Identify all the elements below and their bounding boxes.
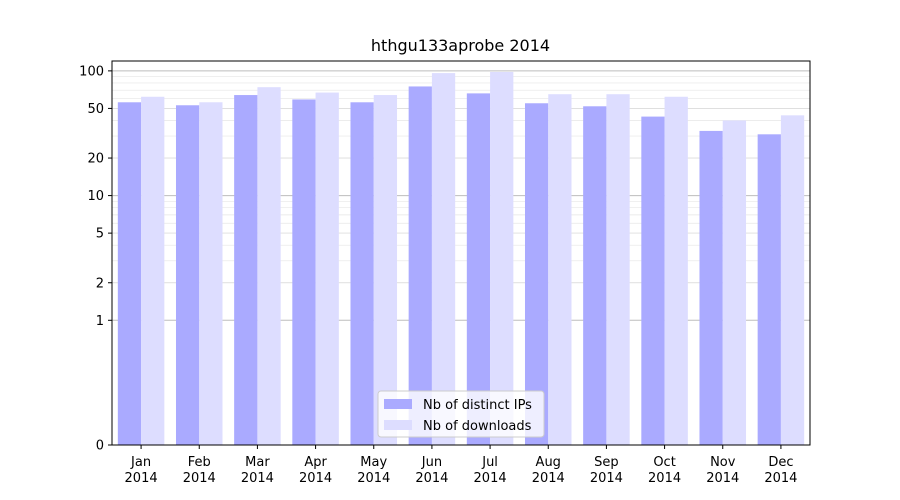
legend-label-distinct-ips: Nb of distinct IPs bbox=[423, 398, 532, 413]
bar-distinct-ips bbox=[292, 99, 316, 446]
bar-downloads bbox=[490, 71, 514, 446]
x-tick-label: May 2014 bbox=[357, 455, 390, 486]
bar-downloads bbox=[199, 102, 223, 446]
x-tick-label: Dec 2014 bbox=[764, 455, 797, 486]
y-tick-label: 0 bbox=[96, 439, 104, 454]
x-tick-label: Mar 2014 bbox=[241, 455, 274, 486]
y-tick-label: 1 bbox=[96, 314, 104, 329]
x-tick-label: Jul 2014 bbox=[474, 455, 507, 486]
legend-swatch-distinct-ips bbox=[384, 399, 412, 409]
x-tick-label: Nov 2014 bbox=[706, 455, 739, 486]
legend-box bbox=[377, 390, 545, 438]
bar-distinct-ips bbox=[757, 134, 781, 445]
y-tick-label: 20 bbox=[87, 152, 104, 167]
bar-distinct-ips bbox=[175, 105, 200, 446]
x-tick-label: Aug 2014 bbox=[532, 455, 565, 486]
bar-distinct-ips bbox=[524, 103, 549, 446]
axes: 0 1 2 5 10 20 50 100 Jan 2014 Feb 2014 Mar 2014 Apr 201… bbox=[79, 60, 811, 486]
legend: Nb of distinct IPs Nb of downloads bbox=[377, 390, 545, 438]
y-tick-label: 100 bbox=[79, 64, 104, 79]
bar-downloads bbox=[548, 94, 572, 445]
bar-downloads bbox=[664, 96, 688, 446]
bars bbox=[117, 71, 805, 446]
bar-downloads bbox=[373, 95, 398, 446]
x-tick-label: Feb 2014 bbox=[183, 455, 216, 486]
x-tick-label: Sep 2014 bbox=[590, 455, 623, 486]
bar-distinct-ips bbox=[699, 130, 723, 445]
bar-downloads bbox=[431, 73, 456, 445]
legend-label-downloads: Nb of downloads bbox=[423, 419, 532, 434]
bar-downloads bbox=[780, 115, 805, 445]
bar-distinct-ips bbox=[234, 95, 258, 446]
y-tick-label: 5 bbox=[96, 227, 104, 242]
bar-downloads bbox=[141, 96, 165, 446]
x-tick-label: Jun 2014 bbox=[415, 455, 448, 486]
chart-title: hthgu133aprobe 2014 bbox=[371, 36, 550, 55]
y-tick-label: 2 bbox=[96, 276, 104, 291]
legend-swatch-downloads bbox=[384, 420, 412, 430]
grid-lines bbox=[112, 70, 810, 321]
bar-distinct-ips bbox=[117, 102, 142, 446]
x-tick-label: Oct 2014 bbox=[648, 455, 681, 486]
x-tick-label: Jan 2014 bbox=[125, 455, 158, 486]
y-tick-label: 10 bbox=[87, 189, 104, 204]
bar-distinct-ips bbox=[350, 102, 374, 446]
bar-distinct-ips bbox=[466, 93, 491, 446]
plot-frame bbox=[111, 60, 811, 446]
bar-downloads bbox=[606, 94, 630, 445]
x-tick-label: Apr 2014 bbox=[299, 455, 332, 486]
bar-distinct-ips bbox=[583, 106, 607, 446]
bar-downloads bbox=[722, 120, 747, 445]
y-tick-label: 50 bbox=[87, 102, 104, 117]
bar-distinct-ips bbox=[408, 86, 432, 445]
bar-distinct-ips bbox=[641, 116, 665, 445]
bar-downloads bbox=[257, 87, 281, 445]
bar-downloads bbox=[315, 92, 339, 446]
